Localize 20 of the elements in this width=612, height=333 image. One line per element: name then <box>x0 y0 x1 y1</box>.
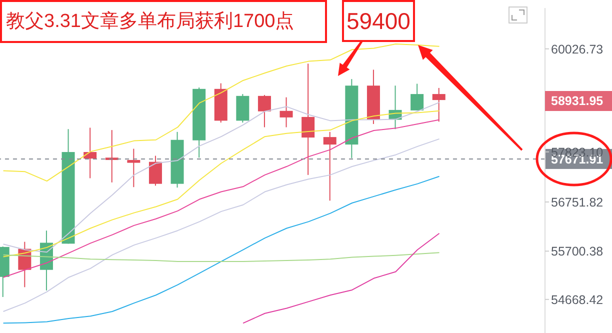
candlestick <box>127 148 140 188</box>
y-tick-label: 55700.38 <box>551 244 604 259</box>
candlestick <box>410 83 424 111</box>
candlestick <box>148 155 162 186</box>
candlestick <box>432 87 446 122</box>
line-series <box>2 44 440 182</box>
candlestick <box>280 96 293 128</box>
candlestick <box>258 94 271 128</box>
chart-title: 教父3.31文章多单布局获利1700点 <box>0 0 327 43</box>
candlestick <box>323 131 336 202</box>
text: 58931.95 <box>545 91 612 111</box>
annotation: 59400 <box>342 0 415 42</box>
candlestick <box>302 63 315 176</box>
line-series <box>242 232 440 324</box>
y-tick-label: 60026.73 <box>551 42 604 56</box>
candlestick <box>84 127 97 179</box>
line-series <box>2 138 440 312</box>
y-tick-label: 54668.42 <box>551 292 604 307</box>
line-series <box>2 176 440 324</box>
y-tick-label: 56751.82 <box>551 195 604 210</box>
